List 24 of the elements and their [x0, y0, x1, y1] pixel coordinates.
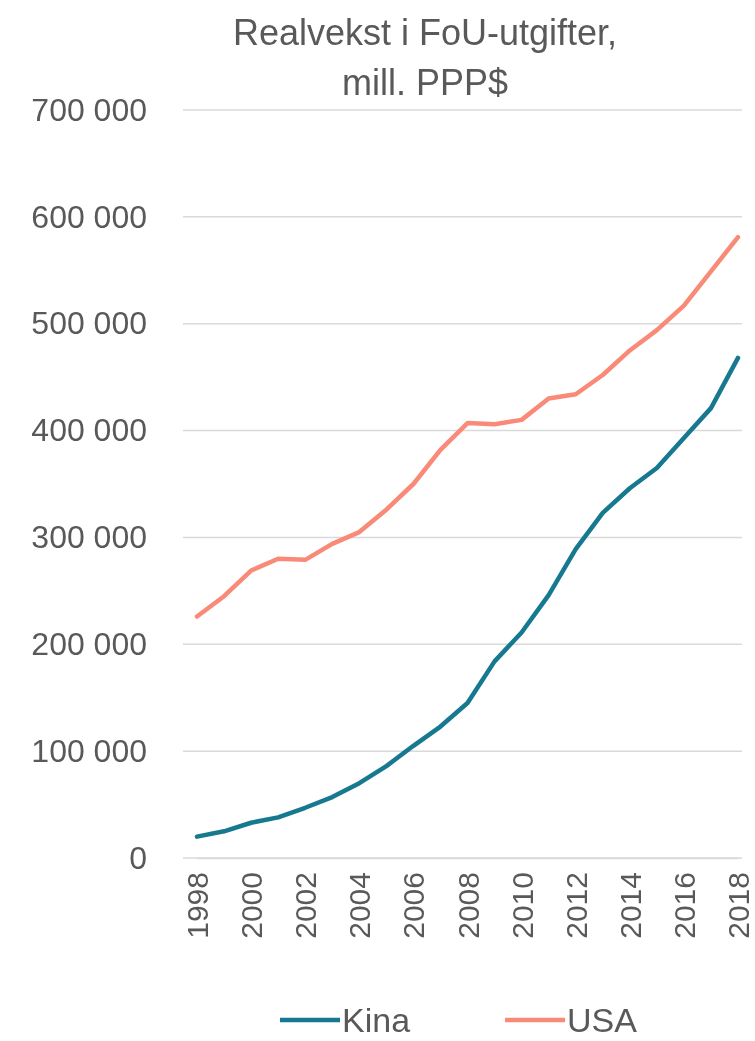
y-tick-label: 700 000: [31, 91, 147, 128]
x-tick-label: 2004: [343, 872, 377, 939]
x-tick-label: 2016: [667, 872, 701, 939]
x-tick-label: 2008: [451, 872, 485, 939]
y-tick-label: 400 000: [31, 412, 147, 449]
y-tick-label: 200 000: [31, 626, 147, 663]
legend-label: Kina: [342, 1000, 411, 1039]
y-tick-label: 500 000: [31, 305, 147, 342]
y-tick-label: 0: [129, 839, 147, 876]
x-tick-label: 2012: [559, 872, 593, 939]
x-tick-label: 2014: [613, 872, 647, 939]
x-tick-label: 2000: [235, 872, 269, 939]
chart-title: Realvekst i FoU-utgifter, mill. PPP$: [232, 12, 618, 103]
x-tick-label: 2006: [397, 872, 431, 939]
x-tick-label: 1998: [181, 872, 214, 939]
x-tick-label: 2002: [289, 872, 323, 939]
y-tick-label: 600 000: [31, 198, 147, 235]
y-tick-label: 300 000: [31, 519, 147, 556]
y-tick-label: 100 000: [31, 732, 147, 769]
line-series: [194, 355, 741, 839]
x-tick-label: 2010: [505, 872, 539, 939]
line-series: [194, 234, 741, 619]
x-tick-label: 2018: [722, 872, 755, 939]
legend-label: USA: [567, 1000, 638, 1039]
